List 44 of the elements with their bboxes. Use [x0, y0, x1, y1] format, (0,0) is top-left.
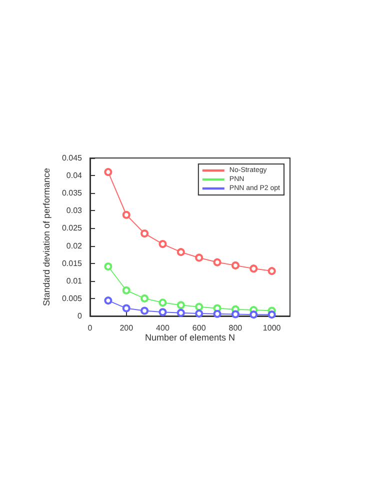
point: [195, 254, 204, 262]
point: [140, 306, 149, 315]
x-axis-title: Number of elements N: [144, 332, 236, 342]
point: [104, 296, 112, 305]
point: [104, 168, 112, 176]
x-tick-label: 600: [192, 324, 206, 332]
point: [268, 267, 276, 276]
point: [195, 310, 204, 318]
point: [122, 210, 130, 219]
y-tick-label: 0.025: [62, 224, 83, 233]
point: [158, 298, 167, 307]
point: [250, 310, 258, 319]
point: [213, 258, 222, 266]
point: [176, 308, 185, 317]
y-tick-label: 0.03: [66, 206, 83, 216]
y-tick-label: 0.035: [62, 188, 83, 198]
point: [158, 308, 167, 316]
point: [231, 310, 240, 318]
point: [140, 294, 149, 302]
x-tick-label: 1000: [262, 324, 282, 332]
y-axis-title: Standard deviation of performance: [42, 168, 52, 306]
y-tick-label: 0: [78, 312, 83, 320]
y-tick-label: 0.02: [66, 241, 83, 250]
point: [231, 261, 240, 270]
y-tick-label: 0.015: [62, 258, 83, 268]
point: [213, 310, 222, 318]
point: [158, 240, 167, 248]
x-tick-label: 200: [120, 324, 134, 332]
point: [176, 301, 185, 310]
point: [268, 310, 276, 319]
y-tick-label: 0.04: [66, 171, 83, 180]
point: [122, 286, 130, 294]
point: [250, 264, 258, 273]
x-tick-label: 800: [228, 324, 243, 332]
y-tick-label: 0.01: [66, 276, 83, 286]
point: [122, 304, 130, 312]
x-tick-label: 0: [88, 324, 93, 332]
point: [176, 248, 185, 256]
point: [195, 302, 204, 311]
point: [140, 229, 149, 238]
y-tick-label: 0.045: [62, 154, 83, 162]
point: [104, 262, 112, 270]
x-tick-label: 400: [156, 324, 170, 332]
y-tick-label: 0.005: [62, 294, 83, 303]
